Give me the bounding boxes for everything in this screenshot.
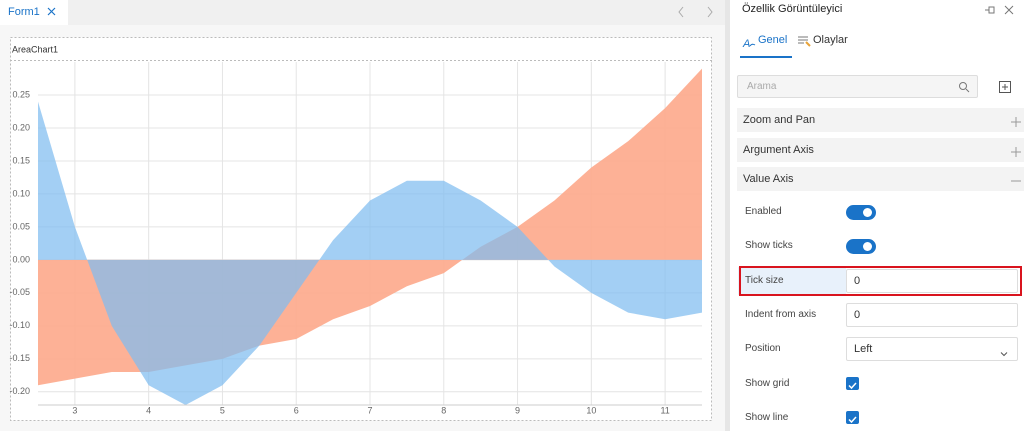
y-tick-label: -0.20 (9, 386, 30, 396)
property-label: Enabled (745, 206, 782, 217)
section-label[interactable]: Argument Axis (743, 143, 814, 156)
dropdown[interactable] (846, 337, 1018, 362)
scroll-left[interactable] (678, 6, 684, 18)
search-icon (958, 80, 970, 93)
input-value[interactable]: 0 (854, 274, 861, 287)
x-tick-label: 3 (72, 405, 77, 415)
input-value[interactable]: 0 (854, 308, 861, 321)
area (38, 101, 702, 406)
pin-button[interactable] (984, 3, 996, 15)
y-tick-label: -0.10 (9, 320, 30, 330)
tab-bar (0, 0, 725, 25)
x-tick-label: 4 (146, 405, 151, 415)
tab-label[interactable]: Form1 (8, 6, 40, 18)
add-button[interactable] (998, 80, 1012, 94)
x-tick-label: 8 (441, 405, 446, 415)
property-label: Position (745, 343, 781, 355)
x-tick-label: 6 (294, 405, 299, 415)
row-highlight (738, 266, 846, 295)
y-tick-label: -0.05 (9, 287, 30, 297)
dropdown-value[interactable]: Left (854, 343, 873, 356)
panel-tab[interactable]: Olaylar (813, 34, 848, 46)
y-tick-label: 0.05 (12, 221, 30, 231)
search-placeholder[interactable]: Arama (747, 81, 777, 92)
control-label: AreaChart1 (12, 44, 58, 54)
scroll-right[interactable] (707, 6, 713, 18)
y-tick-label: 0.20 (12, 122, 30, 132)
toggle-knob[interactable] (863, 242, 872, 252)
svg-text:A: A (742, 38, 750, 48)
tab-underline (740, 56, 792, 58)
panel-title: Özellik Görüntüleyici (742, 3, 843, 15)
section-toggle[interactable] (1011, 114, 1021, 127)
y-tick-label: -0.15 (9, 353, 30, 363)
section-header[interactable] (737, 167, 1024, 191)
search-box[interactable] (737, 75, 978, 98)
property-panel: Özellik Görüntüleyici A Genel Olaylar Arama Z… (730, 0, 1024, 431)
tab-icon[interactable]: A (742, 34, 756, 50)
section-toggle[interactable] (1011, 173, 1021, 183)
y-tick-label: 0.00 (12, 254, 30, 264)
y-tick-label: 0.10 (12, 188, 30, 198)
toggle-knob[interactable] (863, 208, 872, 217)
dropdown-arrow[interactable] (1000, 345, 1008, 357)
section-header[interactable] (737, 137, 1024, 162)
tab-close[interactable] (47, 7, 56, 16)
property-label: Indent from axis (745, 308, 817, 320)
x-tick-label: 7 (367, 405, 372, 415)
x-tick-label: 11 (660, 405, 669, 415)
y-tick-label: 0.25 (12, 89, 30, 99)
property-label: Tick size (745, 274, 784, 286)
chart: 0.25 0.20 0.15 0.10 0.05 0.00 -0.05 -0.10 -0.15 -… (9, 62, 702, 415)
tab-icon[interactable] (797, 34, 811, 48)
section-label[interactable]: Zoom and Pan (743, 114, 816, 126)
x-tick-label: 9 (515, 405, 520, 415)
text-input[interactable] (846, 302, 1018, 327)
section-toggle[interactable] (1011, 144, 1021, 157)
section-header[interactable] (737, 108, 1024, 132)
designer: Form1 AreaChart1 0.25 0.20 0.15 0.10 0.05 0.0… (0, 0, 725, 421)
text-input[interactable] (846, 268, 1018, 293)
close-button[interactable] (1003, 3, 1015, 15)
checkbox[interactable] (846, 376, 859, 390)
tab[interactable] (0, 0, 68, 25)
property-label: Show ticks (745, 240, 793, 252)
x-tick-label: 10 (586, 405, 596, 415)
section-label[interactable]: Value Axis (743, 173, 794, 185)
splitter[interactable] (725, 0, 730, 431)
highlight-box (739, 265, 1022, 296)
property-label: Show grid (745, 377, 790, 389)
checkbox[interactable] (846, 410, 859, 424)
x-tick-label: 5 (220, 405, 225, 415)
property-label: Show line (745, 411, 789, 423)
y-tick-label: 0.15 (12, 155, 30, 165)
panel-tab[interactable]: Genel (758, 34, 788, 46)
